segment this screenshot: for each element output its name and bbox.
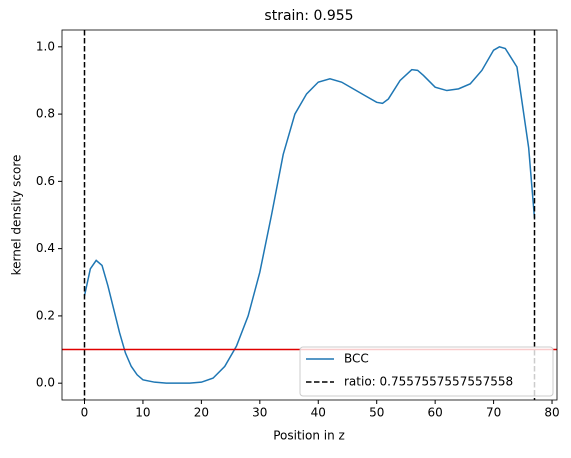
y-tick-label: 0.2 [36,308,55,322]
x-tick-label: 10 [135,406,150,420]
y-tick-label: 0.0 [36,376,55,390]
x-tick-label: 40 [311,406,326,420]
y-axis-label: kernel density score [10,155,24,276]
y-tick-label: 0.8 [36,107,55,121]
x-tick-label: 0 [81,406,89,420]
legend-box [299,346,554,397]
legend-label: BCC [344,352,369,366]
y-tick-label: 0.6 [36,174,55,188]
x-tick-label: 30 [252,406,267,420]
legend-label: ratio: 0.7557557557557558 [344,375,513,389]
x-tick-label: 60 [428,406,443,420]
chart-title: strain: 0.955 [264,8,353,24]
y-tick-label: 1.0 [36,39,55,53]
x-tick-label: 50 [369,406,384,420]
x-tick-label: 70 [486,406,501,420]
x-axis-label: Position in z [273,429,345,443]
plot-frame [61,29,558,401]
legend: BCC ratio: 0.7557557557557558 [299,346,554,397]
data-line [83,46,536,384]
x-tick-label: 20 [194,406,209,420]
x-tick-label: 80 [544,406,559,420]
y-tick-label: 0.4 [36,241,55,255]
